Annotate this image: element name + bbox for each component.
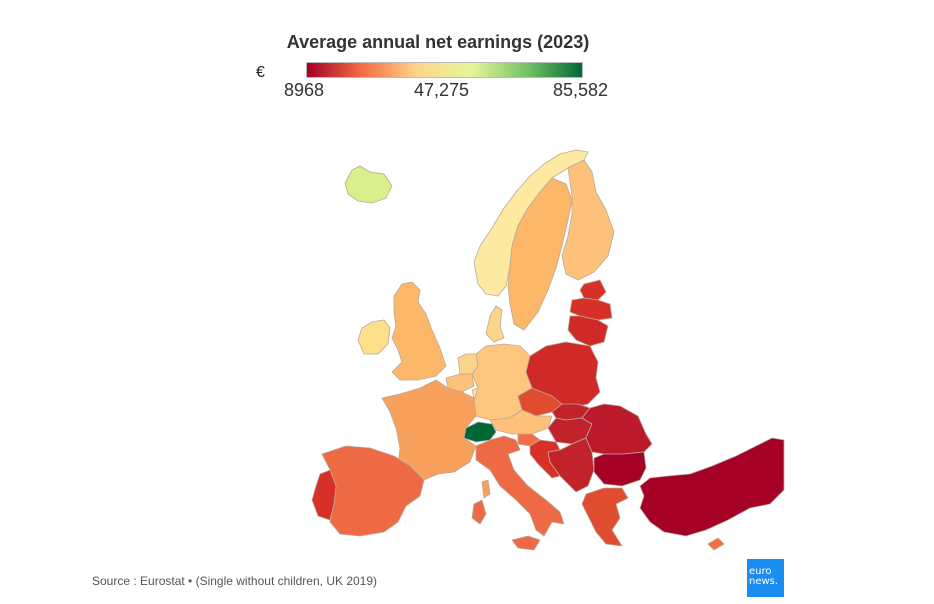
region-sicily[interactable]	[511, 535, 541, 551]
chart-title: Average annual net earnings (2023)	[286, 32, 590, 52]
color-scale-bar	[306, 62, 583, 78]
legend-max-label: 85,582	[553, 80, 609, 100]
region-sardinia[interactable]	[471, 499, 487, 525]
region-sweden[interactable]	[507, 177, 573, 331]
euronews-logo[interactable]: euro news.	[747, 559, 784, 597]
source-note: Source : Eurostat • (Single without chil…	[92, 574, 378, 588]
region-finland[interactable]	[561, 159, 615, 281]
region-iceland[interactable]	[344, 165, 393, 204]
region-portugal[interactable]	[311, 469, 337, 521]
region-denmark[interactable]	[485, 305, 505, 343]
region-latvia[interactable]	[569, 297, 613, 321]
region-corsica[interactable]	[481, 479, 491, 499]
region-austria[interactable]	[489, 409, 553, 435]
region-romania[interactable]	[581, 403, 653, 455]
region-united-kingdom[interactable]	[391, 281, 447, 381]
logo-line-1: euro	[749, 566, 772, 577]
region-italy[interactable]	[475, 435, 565, 537]
region-greece[interactable]	[581, 487, 629, 547]
region-switzerland[interactable]	[463, 421, 497, 443]
legend-min-label: 8968	[284, 80, 325, 100]
region-estonia[interactable]	[579, 279, 607, 301]
region-ireland[interactable]	[357, 319, 391, 355]
region-cyprus[interactable]	[707, 537, 725, 551]
region-balkans[interactable]	[547, 437, 595, 493]
region-bulgaria[interactable]	[593, 451, 647, 487]
region-turkiye[interactable]	[639, 437, 785, 537]
legend-unit: €	[256, 64, 265, 81]
logo-line-2: news.	[749, 576, 779, 587]
region-lithuania[interactable]	[567, 315, 609, 347]
legend-mid-label: 47,275	[414, 80, 470, 100]
